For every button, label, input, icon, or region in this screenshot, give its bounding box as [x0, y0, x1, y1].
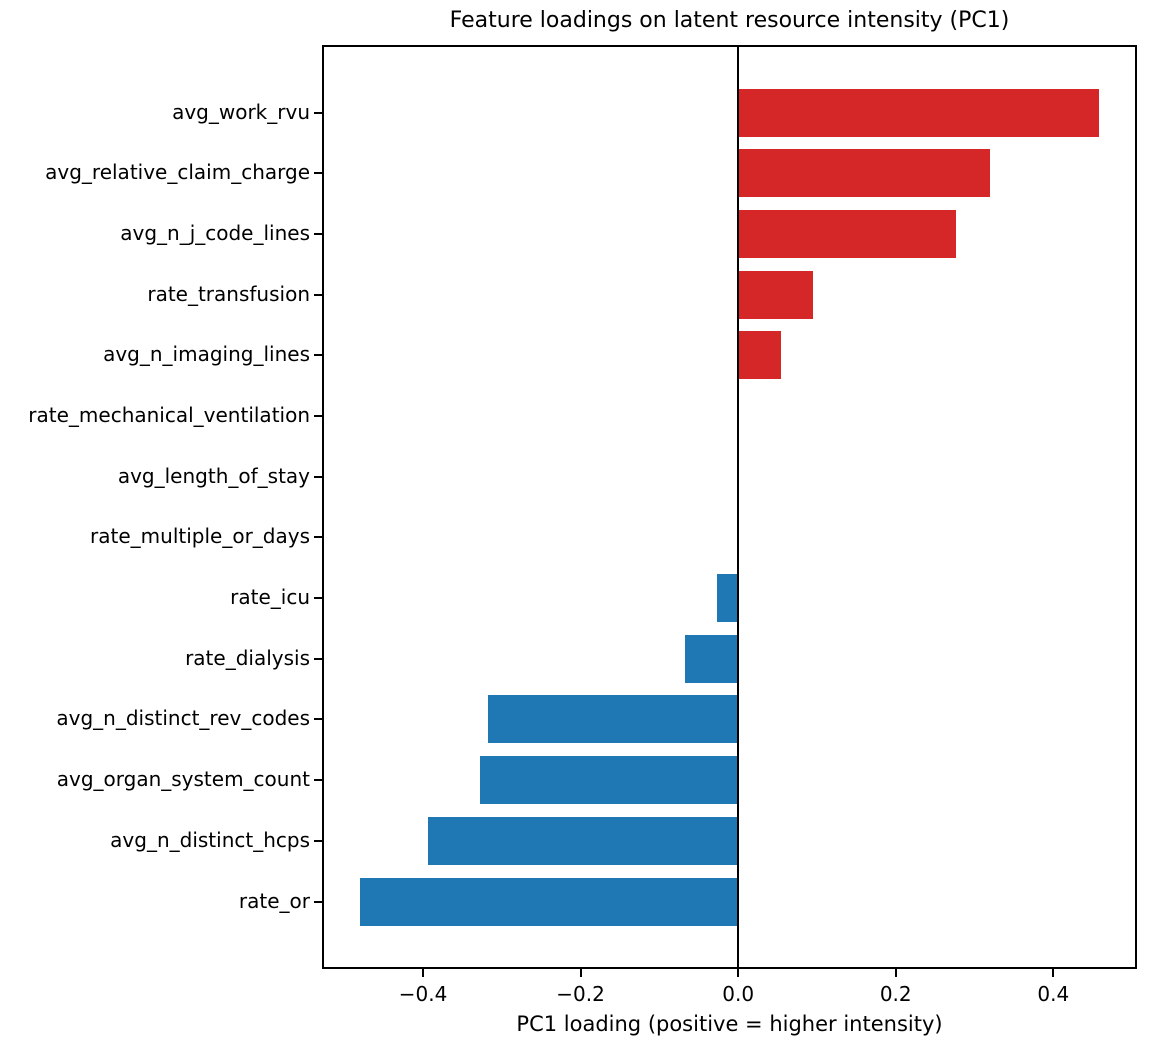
y-tick-label: avg_n_distinct_hcps — [110, 827, 310, 852]
bar-avg_relative_claim_charge — [738, 149, 991, 198]
x-tick-mark — [422, 968, 425, 977]
y-tick-label: rate_dialysis — [185, 645, 310, 670]
bar-avg_organ_system_count — [479, 756, 739, 805]
y-tick-mark — [314, 414, 323, 417]
bar-rate_dialysis — [684, 634, 739, 683]
y-tick-mark — [314, 779, 323, 782]
x-tick-mark — [894, 968, 897, 977]
bar-rate_or — [360, 877, 739, 926]
plot-frame — [322, 45, 1137, 969]
y-tick-mark — [314, 232, 323, 235]
y-tick-mark — [314, 293, 323, 296]
y-tick-label: avg_work_rvu — [172, 99, 310, 124]
y-tick-mark — [314, 475, 323, 478]
x-tick-label: 0.0 — [722, 982, 755, 1006]
y-tick-mark — [314, 172, 323, 175]
y-tick-label: rate_mechanical_ventilation — [28, 402, 310, 427]
bar-avg_n_imaging_lines — [738, 331, 781, 380]
bar-avg_n_distinct_rev_codes — [487, 695, 739, 744]
y-tick-label: avg_relative_claim_charge — [45, 160, 310, 185]
zero-reference-line — [737, 46, 740, 968]
bar-avg_work_rvu — [738, 88, 1099, 137]
y-tick-label: avg_n_distinct_rev_codes — [56, 706, 310, 731]
y-tick-label: avg_n_j_code_lines — [120, 220, 310, 245]
y-tick-mark — [314, 839, 323, 842]
bar-avg_n_distinct_hcps — [427, 816, 739, 865]
y-tick-label: rate_multiple_or_days — [90, 524, 310, 549]
bar-rate_transfusion — [738, 270, 813, 319]
x-axis-label: PC1 loading (positive = higher intensity… — [516, 1012, 943, 1036]
bar-avg_n_j_code_lines — [738, 209, 957, 258]
x-tick-mark — [737, 968, 740, 977]
y-tick-mark — [314, 597, 323, 600]
x-tick-mark — [1052, 968, 1055, 977]
x-tick-label: −0.2 — [556, 982, 605, 1006]
x-tick-mark — [579, 968, 582, 977]
y-tick-mark — [314, 354, 323, 357]
y-tick-mark — [314, 900, 323, 903]
y-tick-mark — [314, 718, 323, 721]
y-tick-label: rate_or — [238, 888, 310, 913]
y-tick-mark — [314, 536, 323, 539]
y-tick-label: avg_organ_system_count — [56, 767, 310, 792]
chart-title: Feature loadings on latent resource inte… — [449, 8, 1010, 33]
y-tick-label: avg_n_imaging_lines — [103, 342, 310, 367]
x-tick-label: 0.4 — [1037, 982, 1070, 1006]
x-tick-label: 0.2 — [879, 982, 912, 1006]
y-tick-mark — [314, 657, 323, 660]
y-tick-label: rate_icu — [230, 585, 310, 610]
y-tick-label: rate_transfusion — [147, 281, 310, 306]
y-tick-mark — [314, 111, 323, 114]
bar-rate_icu — [716, 574, 739, 623]
x-tick-label: −0.4 — [398, 982, 448, 1006]
y-tick-label: avg_length_of_stay — [117, 463, 310, 488]
